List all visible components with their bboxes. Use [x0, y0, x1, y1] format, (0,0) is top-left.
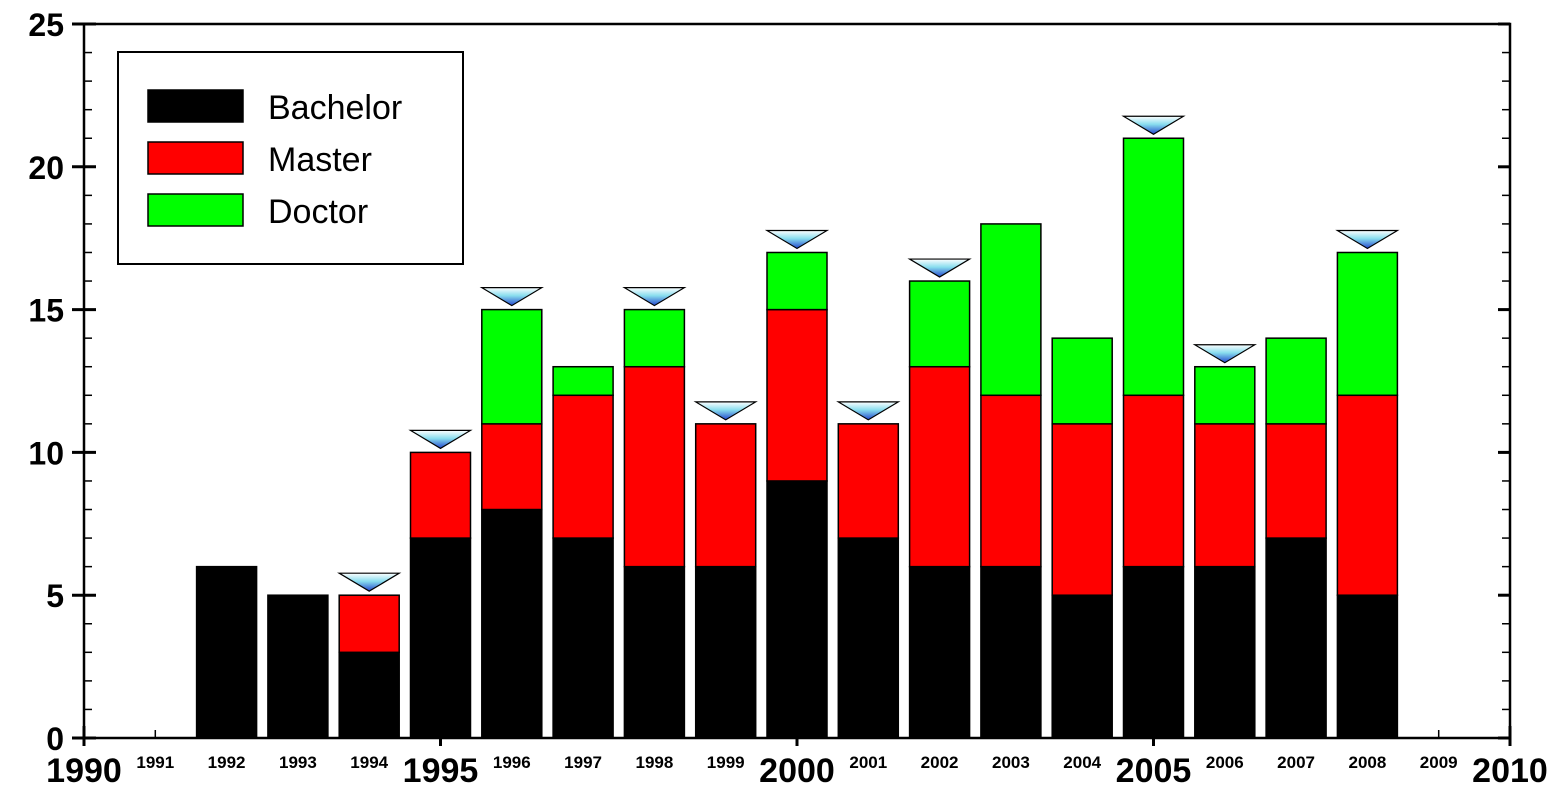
- bar-master-2004: [1051, 423, 1113, 596]
- bar-doctor-1998: [623, 308, 686, 368]
- bar-bachelor-2002: [908, 565, 971, 739]
- x-major-label-2010: 2010: [1472, 752, 1548, 790]
- bar-doctor-2007: [1265, 337, 1327, 425]
- bar-master-1997: [552, 394, 614, 539]
- bar-bachelor-1995: [409, 537, 472, 739]
- bar-bachelor-1996: [481, 508, 543, 739]
- legend: Bachelor Master Doctor: [117, 51, 464, 265]
- x-minor-label-1994: 1994: [350, 753, 388, 772]
- bar-doctor-2003: [980, 223, 1042, 397]
- bar-master-2005: [1122, 394, 1185, 568]
- legend-swatch-master: [147, 141, 244, 175]
- bar-bachelor-1999: [694, 565, 757, 739]
- bar-doctor-1996: [481, 308, 543, 425]
- x-major-label-2000: 2000: [759, 752, 835, 790]
- bar-master-2001: [837, 423, 900, 539]
- x-minor-label-1998: 1998: [635, 753, 673, 772]
- bar-bachelor-2003: [980, 565, 1042, 739]
- bar-master-2007: [1265, 423, 1327, 539]
- marker-triangle-2002: [907, 258, 972, 278]
- bar-master-1994: [338, 594, 400, 654]
- marker-triangle-1998: [622, 287, 687, 307]
- x-minor-label-1993: 1993: [279, 753, 317, 772]
- y-tick-label-25: 25: [28, 7, 64, 43]
- bar-bachelor-2005: [1122, 565, 1185, 739]
- x-minor-label-2003: 2003: [992, 753, 1030, 772]
- legend-label-doctor: Doctor: [268, 193, 368, 231]
- y-axis: 0 5 10 15 20 25: [28, 7, 1510, 757]
- x-minor-label-1996: 1996: [493, 753, 531, 772]
- bar-bachelor-2007: [1265, 537, 1327, 739]
- bar-master-1995: [409, 451, 472, 539]
- bar-doctor-2002: [908, 280, 971, 368]
- bar-master-2008: [1336, 394, 1399, 596]
- marker-triangle-2005: [1121, 115, 1186, 135]
- bar-bachelor-2004: [1051, 594, 1113, 739]
- x-minor-label-2007: 2007: [1277, 753, 1315, 772]
- legend-swatch-bachelor: [147, 89, 244, 123]
- bar-bachelor-2008: [1336, 594, 1399, 739]
- marker-triangle-1995: [408, 429, 473, 450]
- x-minor-label-2001: 2001: [849, 753, 887, 772]
- bar-bachelor-1997: [552, 537, 614, 739]
- bar-doctor-1997: [552, 365, 614, 397]
- marker-triangle-2000: [764, 229, 830, 250]
- bar-bachelor-2001: [837, 537, 900, 739]
- bar-doctor-2004: [1051, 337, 1113, 425]
- bar-doctor-2005: [1122, 137, 1185, 397]
- bar-master-2006: [1194, 423, 1256, 568]
- y-tick-label-15: 15: [28, 293, 64, 329]
- bar-master-1999: [694, 423, 757, 568]
- markers-layer: [337, 115, 1400, 592]
- bar-bachelor-2000: [766, 480, 828, 739]
- bar-master-1998: [623, 365, 686, 568]
- x-minor-label-2006: 2006: [1206, 753, 1244, 772]
- marker-triangle-1994: [337, 572, 402, 592]
- marker-triangle-2008: [1335, 229, 1400, 250]
- marker-triangle-2001: [836, 401, 901, 421]
- x-minor-label-1991: 1991: [136, 753, 174, 772]
- bar-bachelor-1994: [338, 651, 400, 739]
- bar-bachelor-1998: [623, 565, 686, 739]
- bar-bachelor-1992: [195, 565, 258, 739]
- bar-doctor-2008: [1336, 251, 1399, 397]
- marker-triangle-1996: [479, 287, 544, 307]
- legend-swatch-doctor: [147, 193, 244, 227]
- bar-master-1996: [481, 423, 543, 511]
- bar-master-2002: [908, 365, 971, 568]
- x-minor-label-2008: 2008: [1348, 753, 1386, 772]
- x-minor-label-2004: 2004: [1063, 753, 1101, 772]
- bar-doctor-2000: [766, 251, 828, 311]
- y-tick-label-20: 20: [28, 150, 64, 186]
- bar-master-2000: [766, 308, 828, 482]
- x-axis: 1990 1995 2000 2005 2010 1991 1992 1993 1994 1996…: [46, 726, 1548, 790]
- x-minor-label-1997: 1997: [564, 753, 602, 772]
- marker-triangle-1999: [693, 401, 758, 421]
- legend-label-master: Master: [268, 141, 372, 179]
- x-major-label-2005: 2005: [1116, 752, 1192, 790]
- y-tick-label-0: 0: [46, 721, 64, 757]
- legend-label-bachelor: Bachelor: [268, 89, 402, 127]
- y-tick-label-10: 10: [28, 435, 64, 471]
- x-major-label-1995: 1995: [403, 752, 479, 790]
- x-minor-label-1999: 1999: [707, 753, 745, 772]
- marker-triangle-2006: [1192, 344, 1257, 364]
- bars-layer: [195, 137, 1399, 739]
- bar-doctor-2006: [1194, 365, 1256, 425]
- bar-bachelor-2006: [1194, 565, 1256, 739]
- x-minor-label-1992: 1992: [208, 753, 246, 772]
- x-minor-label-2002: 2002: [921, 753, 959, 772]
- x-major-label-1990: 1990: [46, 752, 122, 790]
- x-minor-label-2009: 2009: [1420, 753, 1458, 772]
- y-tick-label-5: 5: [46, 578, 64, 614]
- bar-master-2003: [980, 394, 1042, 568]
- bar-bachelor-1993: [267, 594, 329, 739]
